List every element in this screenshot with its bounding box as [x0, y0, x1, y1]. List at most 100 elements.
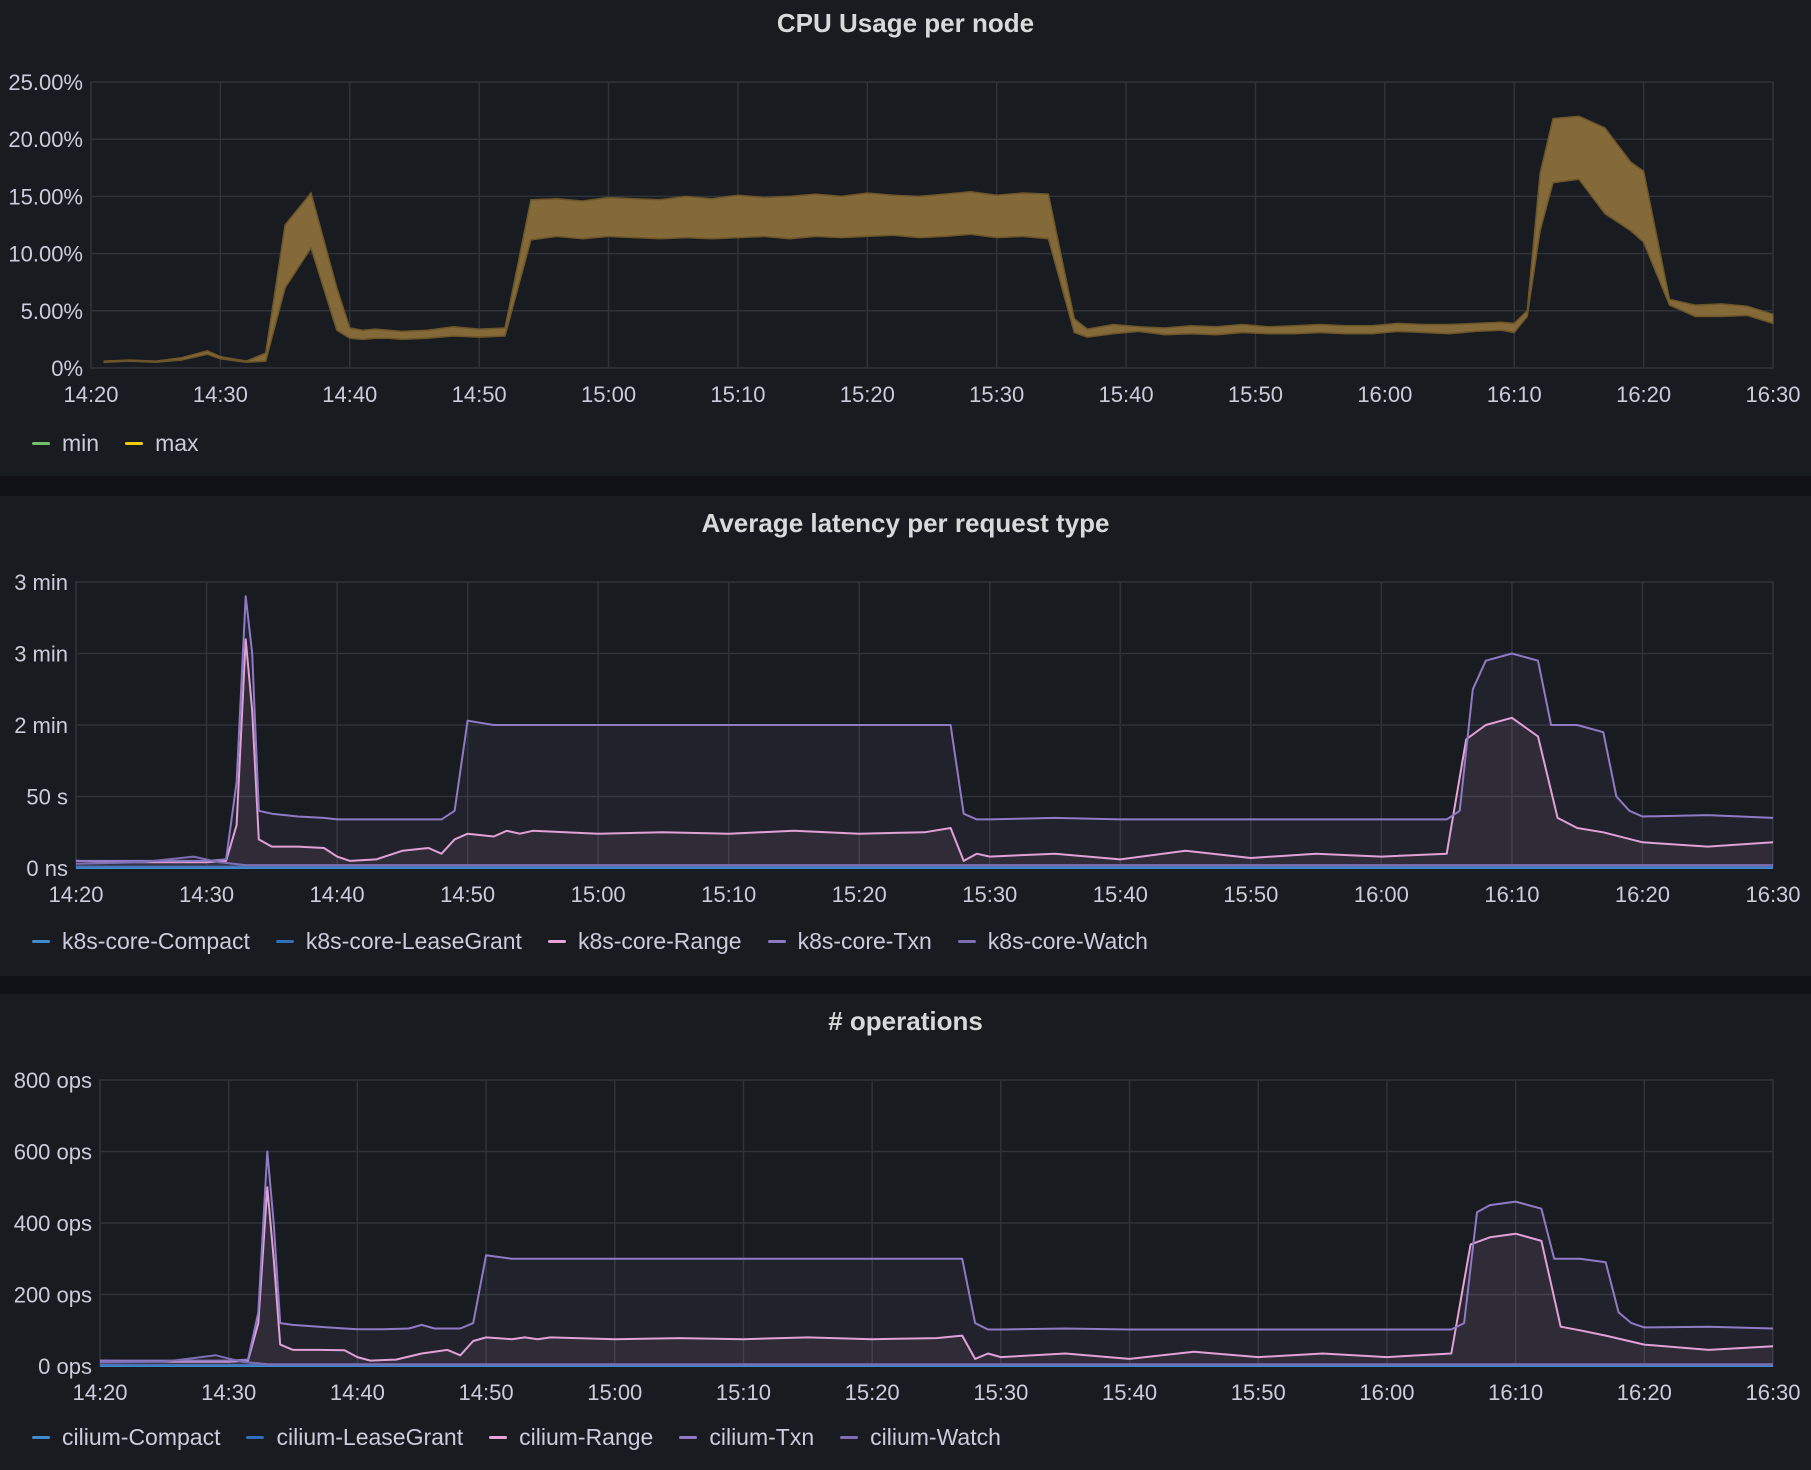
x-tick-label: 15:40: [1102, 1380, 1157, 1405]
legend-item-k8s-core-txn[interactable]: k8s-core-Txn: [767, 928, 932, 955]
legend-item-cilium-compact[interactable]: cilium-Compact: [32, 1424, 220, 1451]
cpu-min-max-band: [103, 115, 1774, 363]
legend-item-k8s-core-compact[interactable]: k8s-core-Compact: [32, 928, 250, 955]
legend-item-k8s-core-leasegrant[interactable]: k8s-core-LeaseGrant: [275, 928, 522, 955]
cpu-panel-title: CPU Usage per node: [776, 8, 1035, 38]
y-tick-label: 10.00%: [8, 242, 83, 267]
operations-legend: cilium-Compact cilium-LeaseGrant cilium-Ra…: [32, 1424, 1001, 1451]
x-tick-label: 16:10: [1484, 882, 1539, 907]
series-area-cilium-range: [100, 1187, 1773, 1366]
latency-panel: Average latency per request type 14:20 14…: [0, 496, 1811, 976]
legend-label: cilium-Range: [519, 1424, 654, 1450]
y-tick-label: 15.00%: [8, 184, 83, 209]
x-tick-label: 15:30: [962, 882, 1017, 907]
legend-swatch: [767, 940, 786, 943]
x-tick-label: 14:20: [48, 882, 103, 907]
legend-label: cilium-Watch: [870, 1424, 1001, 1450]
series-area-k8s-core-range: [76, 639, 1773, 868]
legend-swatch: [32, 442, 50, 445]
x-tick-label: 16:00: [1359, 1380, 1414, 1405]
x-tick-label: 15:00: [581, 382, 636, 407]
x-tick-label: 15:20: [845, 1380, 900, 1405]
x-tick-label: 14:50: [459, 1380, 514, 1405]
legend-swatch: [679, 1436, 698, 1439]
legend-swatch: [547, 940, 566, 943]
x-tick-label: 15:00: [571, 882, 626, 907]
x-tick-label: 16:10: [1487, 382, 1542, 407]
legend-item-cilium-watch[interactable]: cilium-Watch: [840, 1424, 1001, 1451]
legend-item-k8s-core-watch[interactable]: k8s-core-Watch: [957, 928, 1148, 955]
x-tick-label: 15:50: [1231, 1380, 1286, 1405]
x-tick-label: 16:30: [1745, 382, 1800, 407]
y-tick-label: 3 min: [14, 642, 68, 667]
x-tick-label: 16:00: [1357, 382, 1412, 407]
x-tick-label: 16:00: [1354, 882, 1409, 907]
series-line-k8s-core-watch: [75, 855, 1773, 867]
x-tick-label: 14:30: [201, 1380, 256, 1405]
x-tick-label: 16:30: [1745, 1380, 1800, 1405]
x-tick-label: 14:50: [440, 882, 495, 907]
x-tick-label: 14:40: [322, 382, 377, 407]
x-tick-label: 14:40: [330, 1380, 385, 1405]
x-tick-label: 15:50: [1228, 382, 1283, 407]
legend-item-cilium-txn[interactable]: cilium-Txn: [679, 1424, 814, 1451]
legend-label: cilium-LeaseGrant: [276, 1424, 464, 1450]
legend-item-cilium-leasegrant[interactable]: cilium-LeaseGrant: [246, 1424, 463, 1451]
legend-swatch: [489, 1436, 508, 1439]
x-tick-label: 14:30: [193, 382, 248, 407]
cpu-panel: CPU Usage per node 14:20 14:30 14:40 14:50 1…: [0, 0, 1811, 476]
legend-item-cilium-range[interactable]: cilium-Range: [489, 1424, 653, 1451]
series-area-cilium-txn: [100, 1151, 1773, 1366]
legend-label: k8s-core-Watch: [987, 928, 1148, 954]
y-tick-label: 50 s: [26, 785, 68, 810]
legend-swatch: [246, 1436, 265, 1439]
x-tick-label: 16:30: [1745, 882, 1800, 907]
legend-label: k8s-core-LeaseGrant: [305, 928, 522, 954]
operations-panel: # operations 14:20 14:30 14:40 14:50 15:00 15…: [0, 994, 1811, 1470]
legend-item-k8s-core-range[interactable]: k8s-core-Range: [547, 928, 742, 955]
x-tick-label: 14:20: [72, 1380, 127, 1405]
y-tick-label: 3 min: [14, 570, 68, 595]
x-tick-label: 15:10: [701, 882, 756, 907]
y-tick-label: 2 min: [14, 713, 68, 738]
x-tick-label: 15:20: [832, 882, 887, 907]
cpu-chart: 14:20 14:30 14:40 14:50 15:00 15:10 15:20 15:30…: [8, 70, 1800, 407]
x-tick-label: 15:20: [840, 382, 895, 407]
legend-item-min[interactable]: min: [32, 430, 99, 457]
x-tick-label: 15:50: [1223, 882, 1278, 907]
legend-swatch: [275, 940, 294, 943]
operations-chart: 14:20 14:30 14:40 14:50 15:00 15:10 15:20 15:30…: [14, 1068, 1801, 1405]
y-tick-label: 0%: [51, 356, 83, 381]
x-tick-label: 15:10: [710, 382, 765, 407]
x-tick-label: 15:30: [973, 1380, 1028, 1405]
operations-panel-title: # operations: [828, 1006, 983, 1036]
legend-label: k8s-core-Txn: [797, 928, 932, 954]
legend-label: cilium-Txn: [709, 1424, 815, 1450]
y-tick-label: 5.00%: [21, 299, 83, 324]
x-tick-label: 14:40: [310, 882, 365, 907]
legend-swatch: [32, 1436, 50, 1439]
x-tick-label: 16:20: [1616, 382, 1671, 407]
legend-label: min: [62, 430, 100, 456]
legend-label: max: [155, 430, 199, 456]
legend-swatch: [840, 1436, 859, 1439]
x-tick-label: 16:10: [1488, 1380, 1543, 1405]
x-tick-label: 14:50: [452, 382, 507, 407]
legend-swatch: [957, 940, 976, 943]
y-tick-label: 200 ops: [14, 1283, 92, 1308]
cpu-legend: min max: [32, 430, 199, 457]
legend-swatch: [125, 442, 144, 445]
x-tick-label: 15:40: [1099, 382, 1154, 407]
series-line-k8s-core-txn: [76, 595, 1774, 862]
series-area-k8s-core-txn: [76, 596, 1773, 868]
y-tick-label: 0 ops: [38, 1354, 92, 1379]
legend-item-max[interactable]: max: [125, 430, 199, 457]
x-tick-label: 16:20: [1615, 882, 1670, 907]
series-line-max: [103, 115, 1774, 362]
series-line-cilium-watch: [99, 1354, 1773, 1366]
legend-label: k8s-core-Range: [577, 928, 742, 954]
y-tick-label: 20.00%: [8, 127, 83, 152]
x-tick-label: 14:20: [63, 382, 118, 407]
x-tick-label: 15:40: [1093, 882, 1148, 907]
latency-chart: 14:20 14:30 14:40 14:50 15:00 15:10 15:20 15:30…: [14, 570, 1800, 907]
